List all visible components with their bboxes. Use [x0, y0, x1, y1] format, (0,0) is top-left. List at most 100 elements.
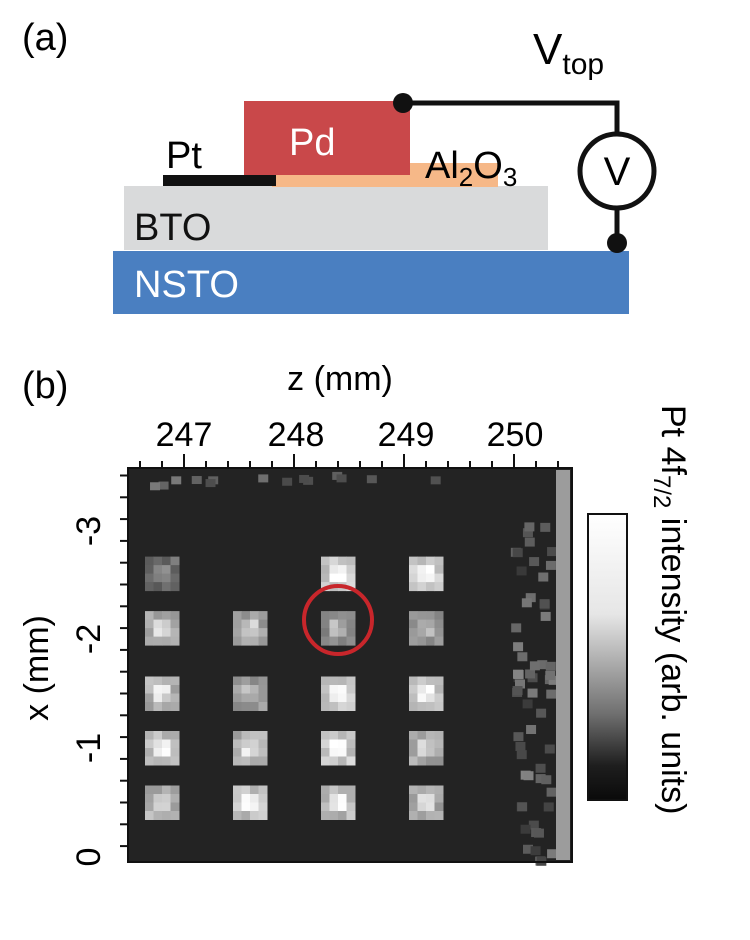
- pad-pixel: [434, 811, 444, 820]
- pad-pixel: [346, 811, 356, 820]
- pad-pixel: [170, 619, 180, 629]
- pad-pixel: [170, 693, 180, 703]
- noise-pixel: [530, 846, 541, 856]
- highlighted-pad-circle: [302, 584, 374, 656]
- x-tick-neg1: -1: [70, 733, 108, 763]
- pad-pixel: [145, 756, 154, 766]
- pad-pixel: [321, 785, 330, 795]
- pad-pixel: [321, 676, 330, 686]
- pad-pixel: [346, 619, 356, 629]
- pad-pixel: [346, 676, 356, 686]
- colorbar-label: Pt 4f7/2 intensity (arb. units): [648, 405, 692, 814]
- pad-pixel: [434, 636, 444, 646]
- pad-pixel: [162, 794, 171, 803]
- pad-pixel: [153, 756, 163, 766]
- pad-pixel: [329, 693, 339, 703]
- pad-pixel: [338, 628, 347, 638]
- pad-pixel: [170, 756, 180, 766]
- pad-pixel: [258, 611, 268, 621]
- pad-pixel: [321, 636, 330, 646]
- pad-pixel: [233, 794, 242, 803]
- pad-pixel: [329, 702, 339, 711]
- pad-pixel: [170, 739, 180, 749]
- pad-pixel: [233, 619, 242, 629]
- pad-pixel: [258, 693, 268, 703]
- pad-pixel: [321, 693, 330, 703]
- pad-pixel: [170, 582, 180, 592]
- pad-pixel: [233, 611, 242, 621]
- pad-pixel: [162, 811, 171, 820]
- noise-pixel: [539, 599, 550, 609]
- noise-pixel: [548, 675, 559, 685]
- pad-pixel: [170, 811, 180, 820]
- pad-pixel: [162, 731, 171, 740]
- pad-pixel: [434, 739, 444, 749]
- z-axis-label: z (mm): [287, 360, 393, 398]
- pad-pixel: [153, 619, 163, 629]
- pad-pixel: [233, 748, 242, 757]
- pad-pixel: [426, 565, 435, 575]
- pad-pixel: [170, 748, 180, 757]
- pad-pixel: [329, 685, 339, 694]
- noise-pixel: [545, 560, 556, 570]
- noise-pixel: [528, 820, 539, 830]
- pad-pixel: [346, 748, 356, 757]
- pad-pixel: [153, 565, 163, 575]
- z-tick-249: 249: [378, 416, 435, 454]
- pad-pixel: [250, 628, 259, 638]
- pad-pixel: [417, 611, 427, 621]
- pad-pixel: [170, 628, 180, 638]
- pad-pixel: [170, 565, 180, 575]
- pad-pixel: [426, 685, 435, 694]
- pad-pixel: [233, 739, 242, 749]
- pad-pixel: [434, 731, 444, 740]
- pad-pixel: [241, 702, 251, 711]
- pad-pixel: [409, 582, 418, 592]
- pad-pixel: [321, 619, 330, 629]
- noise-pixel: [536, 708, 547, 718]
- pad-pixel: [346, 731, 356, 740]
- pad-pixel: [170, 794, 180, 803]
- noise-pixel: [537, 660, 548, 670]
- pad-pixel: [233, 785, 242, 795]
- edge-strip: [556, 470, 570, 860]
- pad-pixel: [321, 811, 330, 820]
- pad-pixel: [153, 739, 163, 749]
- pad-pixel: [346, 802, 356, 812]
- pad-pixel: [162, 685, 171, 694]
- noise-pixel: [521, 598, 532, 608]
- pad-pixel: [426, 636, 435, 646]
- nsto-layer: [113, 251, 629, 314]
- noise-pixel: [205, 479, 216, 488]
- v-top-label: Vtop: [533, 25, 604, 81]
- pad-pixel: [434, 785, 444, 795]
- pad-pixel: [145, 748, 154, 757]
- pad-pixel: [338, 556, 347, 566]
- pad-pixel: [145, 582, 154, 592]
- pad-pixel: [241, 636, 251, 646]
- pad-pixel: [409, 739, 418, 749]
- pad-pixel: [145, 676, 154, 686]
- x-tick-0: 0: [70, 848, 108, 867]
- pad-pixel: [329, 573, 339, 583]
- pad-pixel: [426, 794, 435, 803]
- pad-pixel: [434, 611, 444, 621]
- pad-pixel: [434, 582, 444, 592]
- pad-pixel: [258, 756, 268, 766]
- pad-pixel: [170, 731, 180, 740]
- pd-electrode: [244, 101, 410, 175]
- pad-pixel: [409, 802, 418, 812]
- pad-pixel: [170, 611, 180, 621]
- pad-pixel: [250, 702, 259, 711]
- pad-pixel: [346, 636, 356, 646]
- pad-pixel: [338, 685, 347, 694]
- pad-pixel: [346, 573, 356, 583]
- pad-pixel: [417, 731, 427, 740]
- top-contact-dot: [393, 93, 413, 113]
- z-tick-247: 247: [156, 416, 213, 454]
- pad-pixel: [338, 748, 347, 757]
- noise-pixel: [529, 557, 540, 567]
- pad-pixel: [329, 756, 339, 766]
- pad-pixel: [170, 685, 180, 694]
